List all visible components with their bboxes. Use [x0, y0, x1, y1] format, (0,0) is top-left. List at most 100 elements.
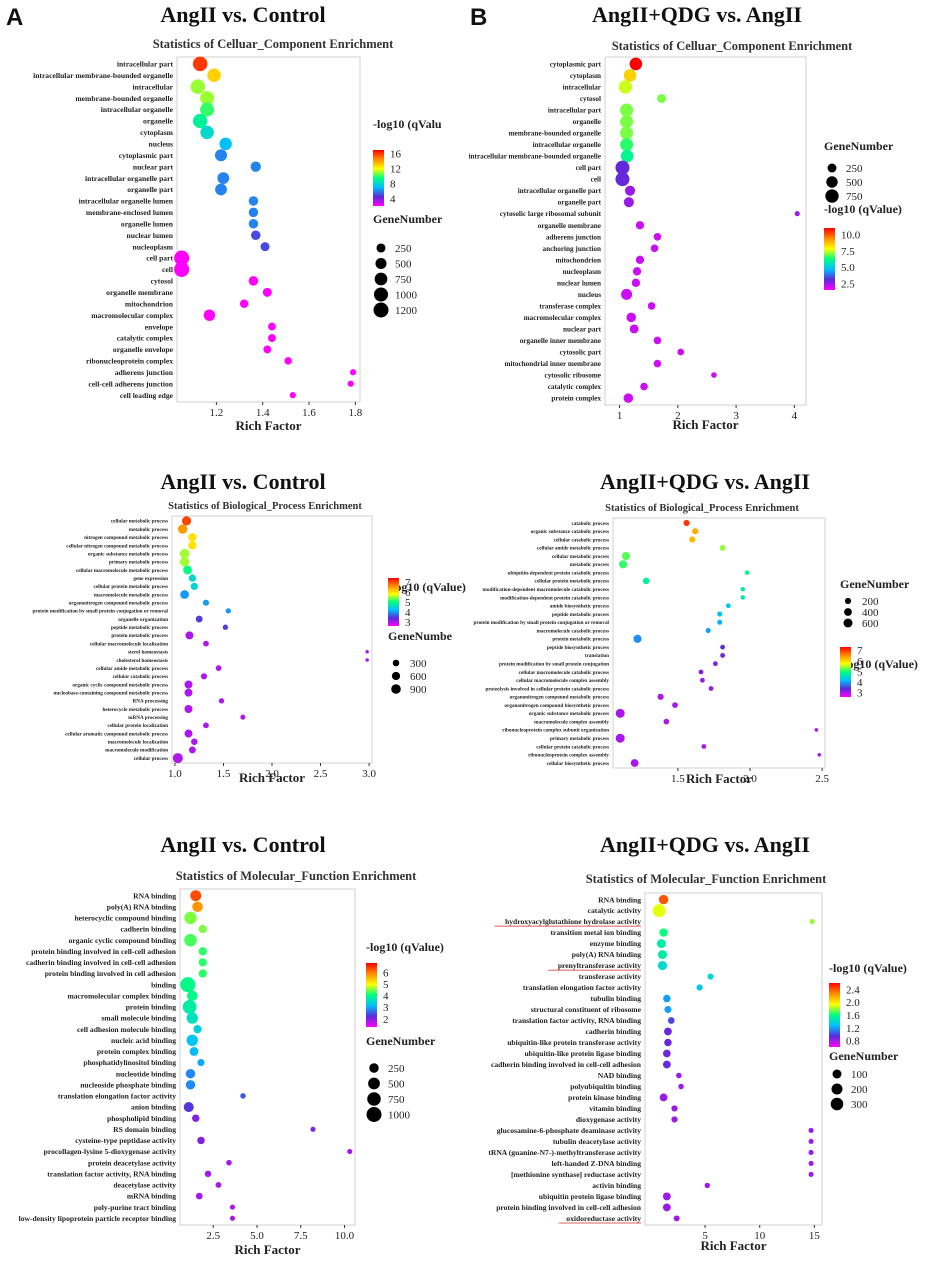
size-legend-label: 1000	[388, 1110, 411, 1122]
data-point	[642, 577, 650, 585]
term-label: nuclear lumen	[557, 279, 601, 287]
data-point	[635, 255, 645, 264]
data-point	[658, 950, 667, 960]
term-label: organic cyclic compound metabolic proces…	[72, 682, 168, 688]
colorbar-tick-label: 6	[383, 967, 389, 979]
term-label: ribonucleoprotein complex assembly	[528, 753, 609, 759]
term-label: cellular metabolic process	[552, 554, 609, 560]
term-label: phosphatidylinositol binding	[83, 1058, 176, 1067]
legend-genenumber-title: GeneNumber	[840, 577, 910, 591]
term-label: intracellular part	[117, 60, 174, 69]
data-point	[174, 250, 190, 266]
data-point	[704, 1182, 710, 1189]
term-label: cell leading edge	[120, 391, 174, 400]
term-label: cytosolic large ribosomal subunit	[500, 210, 602, 218]
size-legend-label: 1000	[395, 290, 418, 302]
term-label: cytosolic ribosome	[545, 372, 602, 380]
colorbar-tick-label: 3	[405, 617, 411, 629]
term-label: ribonucleoprotein complex	[86, 357, 173, 366]
term-label: catalytic complex	[548, 383, 602, 391]
term-label: membrane-enclosed lumen	[86, 208, 174, 217]
term-label: protein complex	[551, 395, 601, 403]
x-tick-label: 1.2	[210, 407, 224, 419]
data-point	[268, 334, 276, 342]
term-label: cytoplasmic part	[119, 151, 174, 160]
term-label: mitochondrion	[555, 256, 601, 264]
term-label: anchoring junction	[542, 245, 601, 253]
main-title-a3: AngII vs. Control	[160, 832, 326, 857]
term-label: nuclear part	[133, 162, 174, 171]
colorbar-tick-label: 4	[857, 677, 863, 689]
data-point	[248, 207, 259, 218]
term-label: tubulin deacetylase activity	[553, 1137, 641, 1146]
term-label: organic substance metabolic process	[529, 711, 609, 717]
data-point	[347, 380, 354, 387]
data-point	[620, 115, 634, 129]
term-label: cellular process	[134, 756, 168, 762]
chart-title-b2: Statistics of Biological_Process Enrichm…	[605, 503, 799, 514]
term-label: sterol homeostasis	[128, 650, 168, 656]
chart-title-b1: Statistics of Celluar_Component Enrichme…	[612, 39, 853, 53]
x-tick-label: 2.5	[815, 773, 829, 785]
term-label: polyubiquitin binding	[570, 1082, 641, 1091]
legend-qvalue-title: -log10 (qValue)	[824, 202, 902, 216]
colorbar-tick-label: 3	[857, 688, 863, 700]
term-label: organelle inner membrane	[520, 337, 601, 345]
term-label: peptide metabolic process	[552, 612, 609, 618]
term-label: cellular metabolic process	[111, 519, 168, 525]
data-point	[692, 528, 699, 535]
chart-title-a2: Statistics of Biological_Process Enrichm…	[168, 501, 362, 512]
data-point	[190, 79, 206, 94]
main-title-b2: AngII+QDG vs. AngII	[600, 469, 810, 494]
term-label: adherens junction	[115, 368, 174, 377]
term-label: intracellular organelle	[101, 105, 174, 114]
term-label: organelle envelope	[113, 345, 174, 354]
term-label: catalytic activity	[588, 906, 642, 915]
term-label: low-density lipoprotein particle recepto…	[19, 1214, 177, 1223]
colorbar-tick-label: 6	[405, 587, 411, 599]
term-label: macromolecule modification	[105, 748, 168, 754]
term-label: cytosolic part	[560, 349, 602, 357]
legend-qvalue-title: -log10 (qValu	[373, 117, 442, 131]
data-point	[248, 196, 259, 206]
data-point	[629, 57, 643, 71]
data-point	[662, 1060, 671, 1069]
term-label: RNA binding	[598, 895, 641, 904]
data-point	[631, 278, 641, 288]
term-label: cellular macromolecule localization	[90, 641, 168, 647]
term-label: nitrogen compound metabolic process	[84, 535, 168, 541]
term-label: enzyme binding	[590, 939, 641, 948]
data-point	[197, 1136, 205, 1145]
chart-title-b3: Statistics of Molecular_Function Enrichm…	[586, 872, 827, 886]
colorbar	[388, 578, 399, 626]
data-point	[657, 693, 664, 700]
data-point	[700, 677, 705, 683]
legend-qvalue-title: -log10 (qValue)	[829, 961, 907, 975]
term-label: cholesterol homeostasis	[116, 658, 168, 664]
data-point	[619, 560, 628, 569]
term-label: cell	[162, 265, 173, 274]
term-label: cytosol	[151, 277, 173, 286]
term-label: primary metabolic process	[109, 560, 168, 566]
term-label: translation elongation factor activity	[523, 983, 641, 992]
chart-b3: Statistics of Molecular_Function Enrichm…	[488, 872, 907, 1253]
x-tick-label: 2.5	[206, 1230, 220, 1242]
term-label: catalytic complex	[117, 334, 174, 343]
size-legend-label: 300	[410, 658, 427, 670]
term-label: cell-cell adherens junction	[88, 379, 173, 388]
data-point	[620, 103, 634, 117]
term-label: protein deacetylase activity	[88, 1158, 176, 1167]
term-label: intracellular	[133, 82, 174, 91]
term-label: gene expression	[133, 576, 168, 582]
data-point	[217, 172, 230, 184]
data-point	[263, 345, 272, 354]
term-label: intracellular membrane-bounded organelle	[33, 71, 174, 80]
term-label: protein metabolic process	[552, 637, 609, 643]
data-point	[658, 894, 669, 905]
size-legend-dot	[376, 243, 386, 253]
data-point	[207, 68, 221, 83]
colorbar-tick-label: 16	[390, 149, 402, 161]
size-legend-label: 200	[851, 1084, 868, 1096]
term-label: proteolysis involved in cellular protein…	[485, 686, 609, 692]
